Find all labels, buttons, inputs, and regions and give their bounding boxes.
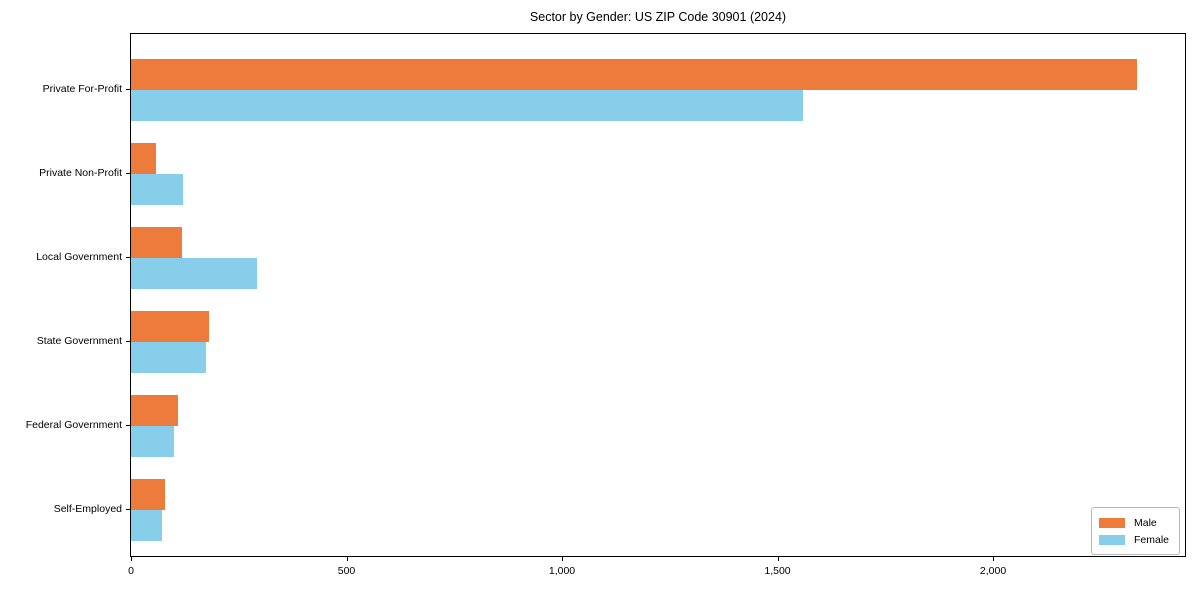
bar-female-federal-government xyxy=(131,426,175,457)
y-tick-label-local-government: Local Government xyxy=(36,251,122,263)
y-tick-label-private-for-profit: Private For-Profit xyxy=(42,83,122,95)
x-tick-label-1-000: 1,000 xyxy=(548,565,576,577)
y-tick-mark-private-non-profit xyxy=(126,173,130,174)
x-tick-label-500: 500 xyxy=(337,565,356,577)
y-tick-label-private-non-profit: Private Non-Profit xyxy=(39,167,122,179)
chart-title: Sector by Gender: US ZIP Code 30901 (202… xyxy=(529,10,787,24)
y-tick-mark-private-for-profit xyxy=(126,89,130,90)
x-tick-label-2-000: 2,000 xyxy=(979,565,1007,577)
bar-female-private-for-profit xyxy=(131,90,803,121)
bar-male-self-employed xyxy=(131,479,166,510)
y-tick-label-self-employed: Self-Employed xyxy=(53,503,122,515)
bar-male-state-government xyxy=(131,311,210,342)
bar-female-local-government xyxy=(131,258,257,289)
x-tick-mark-2-000 xyxy=(993,557,995,561)
x-tick-mark-1-500 xyxy=(777,557,779,561)
y-tick-label-federal-government: Federal Government xyxy=(25,419,122,431)
bar-female-self-employed xyxy=(131,510,162,541)
x-tick-mark-1-000 xyxy=(562,557,564,561)
bar-male-private-non-profit xyxy=(131,143,156,174)
bar-male-local-government xyxy=(131,227,183,258)
x-tick-label-0: 0 xyxy=(128,565,134,577)
y-tick-mark-local-government xyxy=(126,257,130,258)
x-tick-label-1-500: 1,500 xyxy=(764,565,791,577)
y-tick-mark-state-government xyxy=(126,341,130,342)
bar-female-state-government xyxy=(131,342,206,373)
y-tick-label-state-government: State Government xyxy=(36,335,122,347)
y-tick-mark-self-employed xyxy=(126,509,130,510)
legend-label-male: Male xyxy=(1134,516,1157,529)
legend-label-female: Female xyxy=(1134,533,1170,546)
bar-male-federal-government xyxy=(131,395,178,426)
legend-swatch-male xyxy=(1099,517,1125,528)
legend-entry-male: Male xyxy=(1099,517,1172,529)
y-tick-mark-federal-government xyxy=(126,425,130,426)
plot-area xyxy=(130,33,1186,557)
x-tick-mark-500 xyxy=(346,557,348,561)
bar-male-private-for-profit xyxy=(131,59,1138,90)
legend: Male Female xyxy=(1091,507,1180,555)
x-tick-mark-0 xyxy=(131,557,132,561)
bar-female-private-non-profit xyxy=(131,174,184,205)
legend-swatch-female xyxy=(1099,534,1125,545)
legend-entry-female: Female xyxy=(1099,534,1172,546)
